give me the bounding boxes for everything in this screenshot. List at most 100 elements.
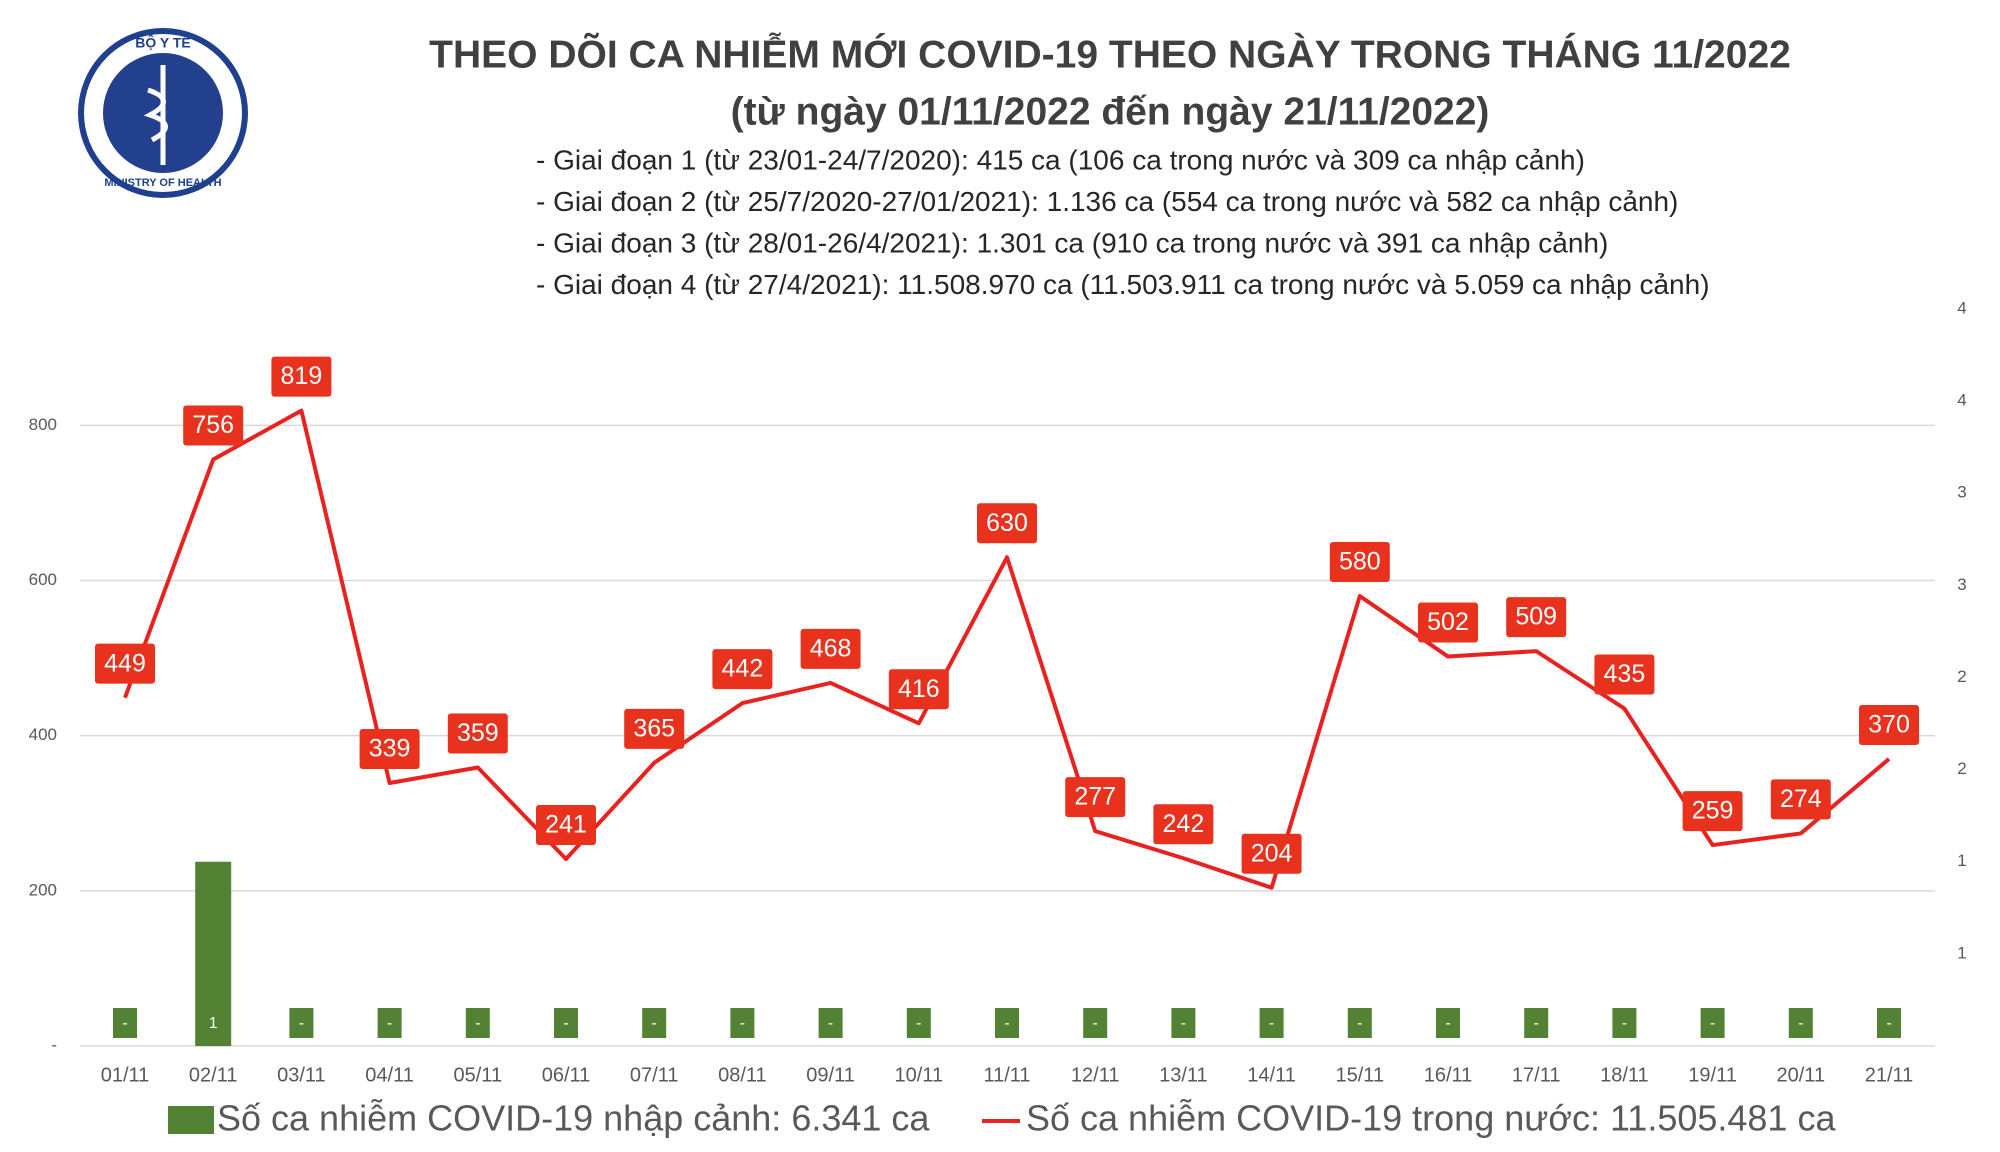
data-label-box [1682,791,1743,832]
bar-value-label: - [563,1015,568,1032]
data-label: 435 [1604,660,1646,688]
bar-label-box [465,1008,490,1038]
bar-value-label: - [122,1015,127,1032]
bar-value-label: - [1357,1015,1362,1032]
data-label-box [271,356,332,397]
data-label-box [183,405,244,446]
bar-value-label: - [740,1015,745,1032]
x-tick-label: 19/11 [1688,1064,1737,1086]
x-tick-label: 12/11 [1071,1064,1120,1086]
y2-tick-label: 1 [1957,943,1966,962]
data-label: 274 [1780,785,1822,813]
bar-label-box [201,1008,226,1038]
chart-title: THEO DÕI CA NHIỄM MỚI COVID-19 THEO NGÀY… [429,32,1791,76]
bar-label-box [906,1008,931,1038]
bar-value-label: - [1445,1015,1450,1032]
x-tick-label: 16/11 [1424,1064,1473,1086]
y2-tick-label: 3 [1957,575,1966,594]
bar-value-label: - [1534,1015,1539,1032]
y-tick-label: 400 [29,725,57,744]
data-label: 819 [281,362,323,390]
bar-value-label: - [1093,1015,1098,1032]
bar-value-label: - [387,1015,392,1032]
x-tick-label: 07/11 [630,1064,679,1086]
bar-label-box [1171,1008,1196,1038]
chart-subtitle: (từ ngày 01/11/2022 đến ngày 21/11/2022) [731,90,1490,133]
data-label-box [977,503,1037,544]
legend-swatch [168,1106,214,1134]
data-label: 468 [810,635,852,663]
data-label-box [800,628,861,669]
annotation: - Giai đoạn 3 (từ 28/01-26/4/2021): 1.30… [536,227,1608,258]
data-label: 580 [1339,548,1381,576]
bar-label-box [1700,1008,1725,1038]
y2-tick-label: 3 [1957,483,1966,502]
bar-label-box [554,1008,578,1038]
data-label: 204 [1251,839,1293,867]
data-label: 370 [1868,711,1910,739]
y-tick-label: 600 [29,570,57,589]
data-label-box [1065,777,1126,818]
bar-label-box [995,1008,1019,1038]
x-tick-label: 21/11 [1865,1064,1914,1086]
bar-label-box [1612,1008,1637,1038]
x-tick-label: 02/11 [189,1064,238,1086]
x-tick-label: 18/11 [1600,1064,1649,1086]
data-label: 416 [898,675,940,703]
bar-value-label: - [1004,1015,1009,1032]
data-label-box [1506,597,1567,638]
y2-tick-label: 4 [1957,391,1966,410]
bar-label-box [1347,1008,1372,1038]
y-tick-label: 800 [29,415,57,434]
data-label: 365 [633,714,675,742]
bar-value-label: - [1622,1015,1627,1032]
bar-label-box [289,1008,314,1038]
bar-label-box [113,1008,137,1038]
x-tick-label: 09/11 [806,1064,855,1086]
x-tick-label: 08/11 [718,1064,767,1086]
bar-value-label: 1 [209,1015,218,1032]
y-tick-label: 200 [29,880,57,899]
x-tick-label: 13/11 [1159,1064,1208,1086]
data-label: 442 [722,655,764,683]
data-label: 339 [369,735,411,763]
bar-value-label: - [299,1015,304,1032]
data-label-box [1418,602,1478,643]
x-tick-label: 20/11 [1777,1064,1826,1086]
bar-value-label: - [475,1015,480,1032]
x-tick-label: 11/11 [983,1064,1030,1086]
bar-value-label: - [1710,1015,1715,1032]
annotation: - Giai đoạn 4 (từ 27/4/2021): 11.508.970… [536,269,1710,300]
legend-label: Số ca nhiễm COVID-19 trong nước: 11.505.… [1026,1098,1836,1139]
bar-value-label: - [652,1015,657,1032]
bar-label-box [1436,1008,1460,1038]
data-label: 242 [1163,810,1205,838]
bar-value-label: - [916,1015,921,1032]
data-label: 449 [104,649,146,677]
x-tick-label: 06/11 [542,1064,591,1086]
bar-value-label: - [1269,1015,1274,1032]
annotation: - Giai đoạn 1 (từ 23/01-24/7/2020): 415 … [536,144,1585,175]
x-tick-label: 17/11 [1512,1064,1561,1086]
data-label-box [1241,833,1302,874]
data-label-box [712,649,773,690]
logo: BỘ Y TẾ MINISTRY OF HEALTH [78,28,248,198]
bar-value-label: - [1798,1015,1803,1032]
y2-tick-label: 2 [1957,667,1966,686]
bar-label-box [1877,1008,1901,1038]
data-label-box [1153,804,1214,845]
data-label: 630 [986,509,1028,537]
data-label: 502 [1427,608,1469,636]
x-tick-label: 05/11 [454,1064,503,1086]
data-label-box [1859,704,1919,745]
logo-top: BỘ Y TẾ [135,34,191,51]
bar-label-box [1259,1008,1284,1038]
bar-value-label: - [1181,1015,1186,1032]
bar-label-box [377,1008,402,1038]
line [123,408,1891,890]
data-label-box [624,708,685,749]
x-tick-label: 04/11 [365,1064,414,1086]
data-label-box [1329,542,1390,583]
